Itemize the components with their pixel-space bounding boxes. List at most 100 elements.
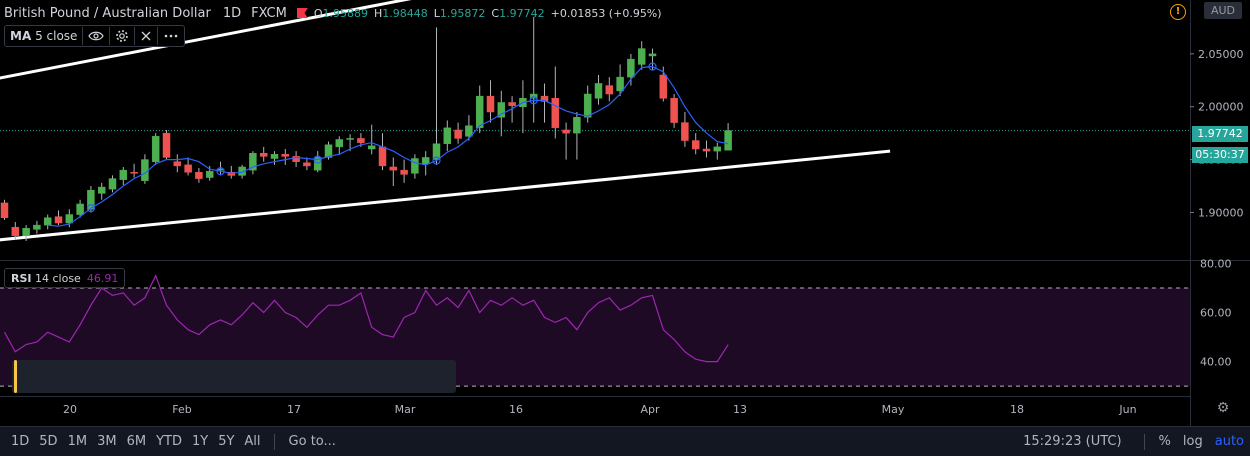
x-tick-label: 16 — [509, 403, 523, 416]
candle-body — [573, 117, 581, 134]
x-tick-label: Mar — [395, 403, 416, 416]
warning-icon[interactable]: ! — [1170, 4, 1186, 20]
candle-body — [594, 83, 603, 99]
candle-body — [465, 125, 473, 137]
ma-point — [313, 155, 322, 164]
timeframe-label[interactable]: 1D — [222, 5, 242, 21]
x-tick-label: 20 — [63, 403, 77, 416]
range-1y[interactable]: 1Y — [191, 434, 209, 449]
candle-body — [281, 154, 290, 157]
symbol-header: British Pound / Australian Dollar 1D FXC… — [4, 3, 668, 23]
range-ytd[interactable]: YTD — [156, 434, 182, 449]
candle-body — [22, 228, 30, 236]
candle-body — [162, 132, 171, 158]
candle-body — [173, 161, 182, 167]
ohlc-high: H1.98448 — [374, 6, 428, 20]
candle-body — [367, 145, 376, 150]
candle-body — [303, 162, 311, 167]
gear-icon[interactable] — [110, 27, 136, 45]
candle-body — [713, 146, 722, 152]
percent-toggle[interactable]: % — [1158, 434, 1171, 449]
rsi-y-tick-label: 60.00 — [1200, 307, 1232, 320]
x-tick-label: 17 — [287, 403, 301, 416]
candle-body — [702, 148, 711, 152]
y-tick-label: 2.00000 — [1198, 101, 1244, 114]
candle-body — [346, 138, 354, 140]
ma-indicator-title[interactable]: MA 5 close — [5, 27, 84, 45]
toolbar-divider — [1143, 433, 1145, 450]
countdown-label: 05:30:37 — [1192, 147, 1248, 163]
x-tick-label: 18 — [1010, 403, 1024, 416]
candle-body — [627, 58, 635, 78]
ma-point — [216, 167, 225, 176]
symbol-name[interactable]: British Pound / Australian Dollar — [4, 5, 211, 21]
utc-clock[interactable]: 15:29:23 (UTC) — [1023, 434, 1122, 449]
candle-body — [508, 102, 516, 106]
bottom-toolbar: 1D 5D 1M 3M 6M YTD 1Y 5Y All Go to... 15… — [0, 426, 1250, 456]
source-label: FXCM — [251, 5, 287, 21]
candle-body — [497, 102, 506, 118]
x-tick-label: Jun — [1118, 403, 1136, 416]
candle-body — [454, 129, 462, 139]
rsi-indicator-legend[interactable]: RSI 14 close 46.91 — [4, 268, 126, 288]
candle-body — [529, 93, 538, 99]
candle-body — [411, 158, 419, 174]
candle-body — [605, 85, 614, 95]
rsi-y-tick-label: 40.00 — [1200, 356, 1232, 369]
candle-body — [184, 164, 192, 173]
range-6m[interactable]: 6M — [126, 434, 147, 449]
candle-body — [357, 138, 365, 143]
candle-body — [486, 95, 495, 113]
candle-body — [249, 152, 257, 171]
ohlc-close: C1.97742 — [491, 6, 545, 20]
collapsed-panel[interactable] — [12, 360, 456, 393]
candle-body — [616, 76, 624, 92]
y-tick-label: 1.90000 — [1198, 206, 1244, 219]
candle-body — [313, 157, 322, 171]
candle-body — [691, 140, 700, 150]
candle-body — [443, 127, 452, 144]
rsi-y-tick-label: 80.00 — [1200, 257, 1232, 270]
trendline-lower — [0, 149, 891, 242]
goto-button[interactable]: Go to... — [288, 434, 336, 449]
rsi-value: 46.91 — [86, 271, 119, 285]
candle-body — [648, 53, 657, 57]
range-all[interactable]: All — [244, 434, 261, 449]
ohlc-change: +0.01853 (+0.95%) — [550, 6, 662, 20]
range-5y[interactable]: 5Y — [218, 434, 235, 449]
candle-body — [76, 203, 84, 215]
currency-label[interactable]: AUD — [1204, 2, 1242, 19]
x-tick-label: Apr — [640, 403, 660, 416]
ma-point — [529, 96, 538, 105]
candle-body — [108, 178, 117, 190]
candle-body — [540, 95, 549, 102]
close-icon[interactable] — [135, 27, 159, 45]
auto-toggle[interactable]: auto — [1214, 434, 1244, 449]
candle-body — [659, 74, 668, 99]
candle-body — [324, 144, 333, 158]
candle-body — [0, 202, 9, 218]
candle-body — [637, 48, 646, 65]
candle-body — [54, 216, 63, 224]
ohlc-low: L1.95872 — [433, 6, 486, 20]
settings-gear-icon[interactable]: ⚙ — [1216, 400, 1230, 416]
rsi-line — [3, 274, 729, 363]
ma-indicator-legend[interactable]: MA 5 close — [4, 25, 186, 47]
candle-body — [130, 172, 138, 174]
flag-icon[interactable] — [296, 8, 308, 18]
eye-icon[interactable] — [83, 27, 111, 45]
range-1d[interactable]: 1D — [11, 434, 30, 449]
range-3m[interactable]: 3M — [97, 434, 117, 449]
ma-line — [47, 65, 729, 227]
x-tick-label: May — [882, 403, 905, 416]
ma-point — [648, 62, 657, 71]
ma-point — [432, 156, 441, 165]
candle-body — [205, 170, 214, 178]
candle-body — [432, 143, 441, 160]
more-icon[interactable] — [158, 27, 184, 45]
range-5d[interactable]: 5D — [39, 434, 58, 449]
log-toggle[interactable]: log — [1182, 434, 1203, 449]
x-tick-label: Feb — [172, 403, 191, 416]
range-1m[interactable]: 1M — [67, 434, 88, 449]
